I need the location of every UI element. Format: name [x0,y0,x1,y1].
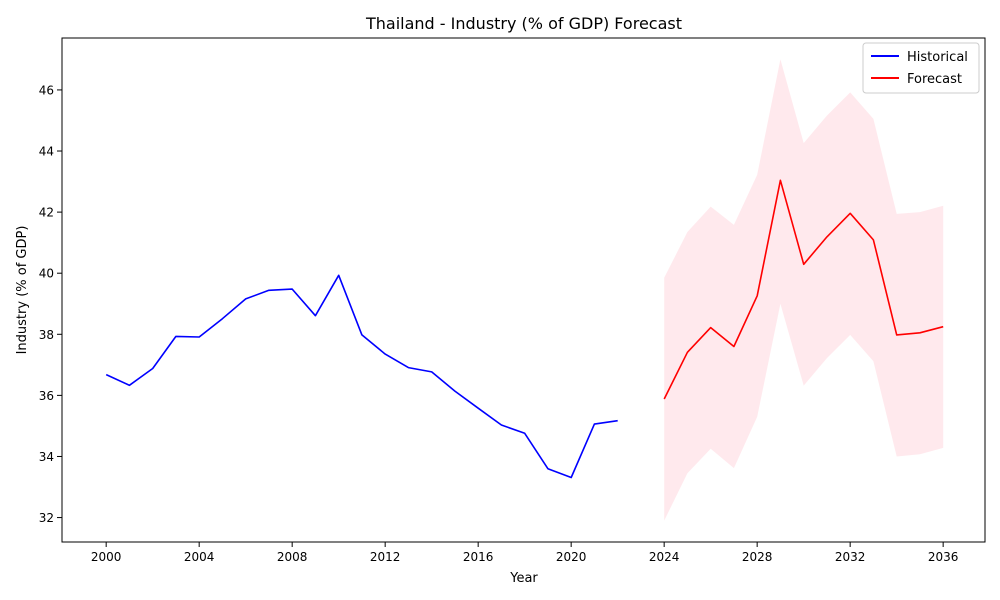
legend: Historical Forecast [862,42,980,94]
x-tick-label: 2016 [463,550,494,564]
y-tick-label: 36 [39,389,54,403]
x-tick-label: 2004 [184,550,215,564]
x-tick-label: 2000 [91,550,122,564]
series-lines [105,179,944,479]
legend-label-forecast: Forecast [907,72,962,87]
y-tick-label: 38 [39,328,54,342]
x-tick-label: 2036 [928,550,959,564]
plot-area-frame [61,37,986,543]
x-axis-label: Year [509,571,538,586]
x-tick-label: 2012 [370,550,401,564]
chart-title: Thailand - Industry (% of GDP) Forecast [365,14,682,33]
x-axis: 2000 2004 2008 2012 2016 2020 2024 2028 2032 2036 [91,542,959,564]
y-axis: 32 34 36 38 40 42 44 46 [39,83,62,525]
x-tick-label: 2032 [835,550,866,564]
x-tick-label: 2008 [277,550,308,564]
confidence-band-area [664,59,944,521]
y-tick-label: 46 [39,83,54,97]
x-tick-label: 2028 [742,550,773,564]
series-line-forecast [663,179,944,400]
y-tick-label: 40 [39,267,54,281]
y-tick-label: 32 [39,511,54,525]
series-line-historical [105,274,618,479]
forecast-confidence-band [664,59,944,521]
legend-label-historical: Historical [907,50,968,65]
x-tick-label: 2020 [556,550,587,564]
y-tick-label: 44 [39,145,54,159]
y-tick-label: 42 [39,206,54,220]
x-tick-label: 2024 [649,550,680,564]
y-tick-label: 34 [39,450,54,464]
y-axis-label: Industry (% of GDP) [15,226,30,355]
